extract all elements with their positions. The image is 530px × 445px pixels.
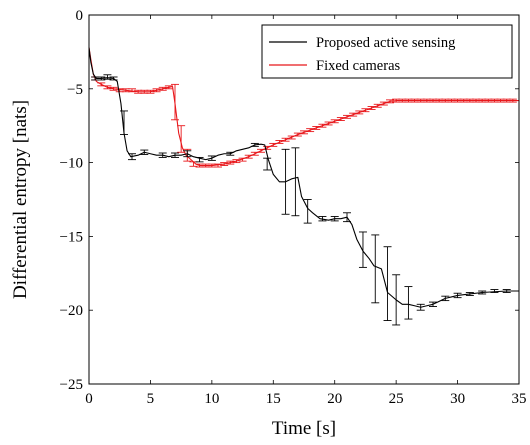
series-line <box>88 47 519 308</box>
legend-box <box>261 24 513 79</box>
x-axis-label: Time [s] <box>272 418 336 439</box>
legend: Proposed active sensing Fixed cameras <box>261 24 513 79</box>
series-layer <box>88 47 519 326</box>
y-tick-label: −5 <box>67 82 83 98</box>
x-tick-label: 5 <box>147 391 155 407</box>
series-fixed <box>88 47 519 168</box>
x-tick-label: 15 <box>266 391 281 407</box>
y-axis-label: Differential entropy [nats] <box>10 100 31 299</box>
x-tick-label: 0 <box>85 391 93 407</box>
plot-frame <box>88 14 520 385</box>
y-tick-label: −10 <box>60 156 83 172</box>
x-tick-label: 10 <box>204 391 219 407</box>
y-tick-label: −15 <box>60 229 83 245</box>
legend-label-proposed: Proposed active sensing <box>316 35 455 51</box>
axis-ticks: 0 5 10 15 20 25 30 35 0 −5 −10 −15 −20 −25 <box>60 8 527 407</box>
y-tick-label: −25 <box>60 377 83 393</box>
y-tick-label: 0 <box>76 8 84 24</box>
x-tick-label: 35 <box>512 391 527 407</box>
x-tick-label: 30 <box>450 391 465 407</box>
x-tick-label: 20 <box>327 391 342 407</box>
legend-label-fixed: Fixed cameras <box>316 58 401 74</box>
y-tick-label: −20 <box>60 303 83 319</box>
x-tick-label: 25 <box>389 391 404 407</box>
series-proposed <box>88 47 519 326</box>
